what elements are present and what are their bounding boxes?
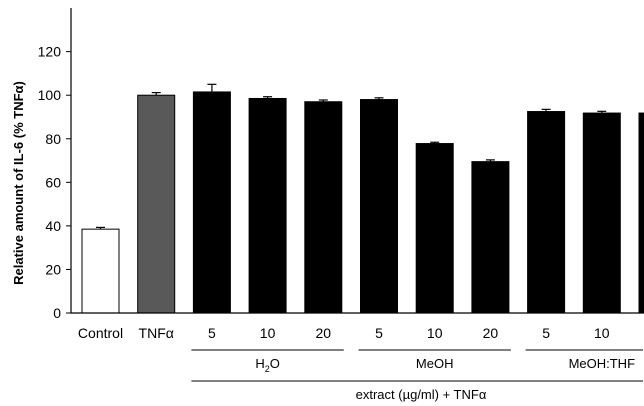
- bar-2: [192, 91, 231, 314]
- x-tick-label-1: TNFα: [139, 325, 174, 341]
- y-tick-label: 20: [45, 261, 61, 277]
- bar-5: [360, 99, 398, 314]
- group-labels: H2O MeOH MeOH:THF extract (µg/ml) + TNFα: [191, 349, 643, 402]
- x-tick-label-5: 5: [375, 325, 383, 341]
- x-tick-label-9: 10: [594, 325, 610, 341]
- x-tick-label-4: 20: [316, 325, 332, 341]
- x-tick-label-8: 5: [542, 325, 550, 341]
- bar-3: [248, 97, 287, 314]
- y-axis-title: Relative amount of IL-6 (% TNFα): [11, 81, 26, 285]
- group-label-2: MeOH:THF: [569, 356, 636, 371]
- bar-4: [304, 101, 343, 314]
- y-axis: 0 20 40 60 80 100 120: [38, 8, 72, 321]
- y-tick-label: 0: [53, 305, 61, 321]
- y-tick-label: 80: [45, 131, 61, 147]
- x-axis-title: extract (µg/ml) + TNFα: [356, 387, 487, 402]
- bar-8: [527, 111, 566, 314]
- x-axis: ControlTNFα510205102051020: [71, 312, 644, 341]
- y-tick-label: 40: [45, 218, 61, 234]
- y-tick-label: 120: [38, 44, 62, 60]
- x-tick-label-2: 5: [208, 325, 216, 341]
- x-tick-label-6: 10: [427, 325, 443, 341]
- y-axis-title-group: Relative amount of IL-6 (% TNFα): [11, 81, 26, 285]
- error-bars: [96, 83, 607, 230]
- bar-0: [81, 228, 120, 314]
- y-tick-label: 60: [45, 174, 61, 190]
- x-tick-label-3: 10: [260, 325, 276, 341]
- bar-10: [638, 112, 644, 314]
- bar-6: [415, 143, 454, 314]
- bars: [81, 91, 644, 314]
- x-tick-label-7: 20: [483, 325, 499, 341]
- x-tick-label-0: Control: [78, 325, 123, 341]
- group-label-1: MeOH: [416, 356, 454, 371]
- bar-9: [582, 112, 621, 314]
- bar-7: [471, 161, 510, 314]
- y-tick-label: 100: [38, 87, 62, 103]
- bar-1: [137, 94, 176, 314]
- group-label-0: H2O: [255, 356, 280, 374]
